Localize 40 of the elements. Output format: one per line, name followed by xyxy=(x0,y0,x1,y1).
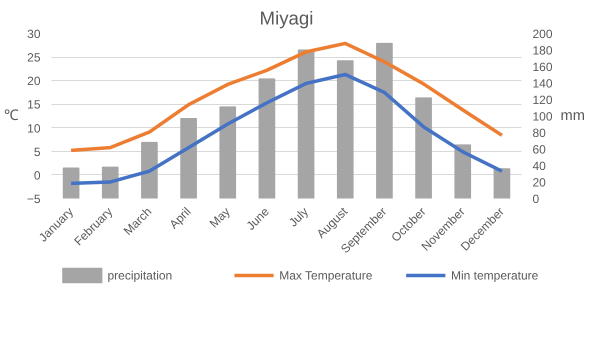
y-tick-label: −5 xyxy=(26,192,41,206)
bar xyxy=(258,78,276,198)
y2-tick-label: 200 xyxy=(532,27,553,41)
legend-label: precipitation xyxy=(108,268,172,282)
y2-tick-label: 80 xyxy=(532,126,546,140)
y-tick-label: 30 xyxy=(27,27,41,41)
y2-tick-label: 40 xyxy=(532,159,546,173)
y-tick-label: 0 xyxy=(34,168,41,182)
y-tick-label: 15 xyxy=(27,98,41,112)
bar xyxy=(376,42,393,198)
bar xyxy=(336,60,354,198)
y2-tick-label: 20 xyxy=(532,176,546,190)
y2-tick-label: 180 xyxy=(532,44,553,58)
line-series xyxy=(69,72,504,186)
y2-tick-label: 140 xyxy=(532,76,553,90)
bar xyxy=(219,106,236,198)
y2-axis-title: mm xyxy=(560,108,585,124)
y2-tick-label: 120 xyxy=(532,93,553,107)
bar xyxy=(494,168,510,198)
y2-tick-label: 100 xyxy=(532,110,553,124)
y2-tick-label: 0 xyxy=(532,192,540,206)
y-tick-label: 25 xyxy=(27,50,41,65)
line-series xyxy=(69,42,504,152)
y-tick-label: 20 xyxy=(27,74,41,88)
bar xyxy=(415,97,432,198)
bar xyxy=(180,118,197,198)
bar xyxy=(454,144,472,198)
x-tick-label: July xyxy=(286,204,312,230)
y2-tick-label: 160 xyxy=(532,60,553,74)
x-tick-label: May xyxy=(206,204,233,230)
y2-tick-label: 60 xyxy=(532,142,546,156)
legend-label: Max Temperature xyxy=(279,268,373,282)
y-tick-label: 10 xyxy=(27,121,41,136)
bar xyxy=(141,142,158,198)
chart-title: Miyagi xyxy=(260,8,314,28)
y-tick-label: 5 xyxy=(34,144,41,159)
bar xyxy=(298,50,314,198)
y-axis-title: ℃ xyxy=(4,108,19,124)
legend-label: Min temperature xyxy=(450,268,539,282)
bar xyxy=(62,167,80,198)
